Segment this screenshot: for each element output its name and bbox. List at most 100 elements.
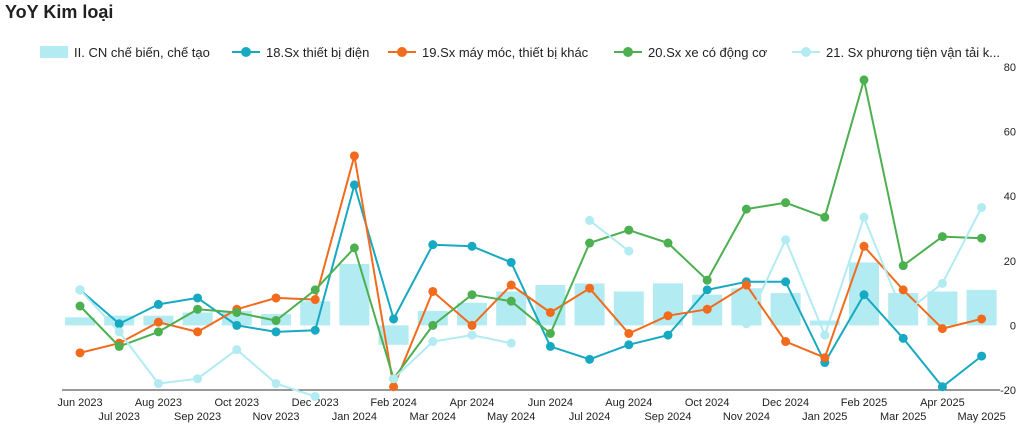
x-tick-label: Jun 2023	[57, 397, 102, 409]
chart-legend: II. CN chế biến, chế tạo 18.Sx thiết bị …	[40, 42, 1000, 62]
data-point	[153, 327, 163, 337]
bar	[927, 291, 958, 326]
data-point	[585, 238, 595, 248]
y-tick-label: 80	[1004, 62, 1016, 74]
data-point	[977, 351, 987, 361]
data-point	[781, 198, 791, 208]
y-tick-label: 20	[1004, 256, 1016, 268]
data-point	[271, 293, 281, 303]
data-point	[428, 240, 438, 250]
data-point	[428, 337, 438, 347]
data-point	[859, 75, 869, 85]
data-point	[977, 233, 987, 243]
data-point	[937, 324, 947, 334]
series-line	[79, 78, 982, 380]
data-point	[741, 280, 751, 290]
legend-swatch-vehicles	[614, 46, 642, 58]
data-point	[114, 327, 124, 337]
series-line	[79, 183, 983, 388]
bar	[300, 301, 331, 326]
x-tick-label: Nov 2023	[252, 411, 299, 423]
data-point	[585, 283, 595, 293]
data-point	[585, 354, 595, 364]
data-point	[741, 319, 751, 329]
y-tick-label: 60	[1004, 127, 1016, 139]
data-point	[702, 285, 712, 295]
data-point	[781, 235, 791, 245]
bar	[809, 320, 840, 326]
x-tick-label: May 2024	[487, 411, 535, 423]
x-tick-label: Jan 2025	[802, 411, 847, 423]
x-tick-label: Jul 2023	[98, 411, 140, 423]
x-tick-label: Mar 2024	[410, 411, 456, 423]
data-point	[820, 330, 830, 340]
bar	[613, 291, 644, 326]
data-point	[193, 327, 203, 337]
data-point	[663, 311, 673, 321]
data-point	[349, 243, 359, 253]
data-point	[75, 348, 85, 358]
data-point	[820, 212, 830, 222]
x-tick-label: Dec 2023	[292, 397, 339, 409]
series-line	[79, 154, 982, 388]
data-point	[741, 204, 751, 214]
data-point	[349, 180, 359, 190]
x-tick-label: Oct 2024	[685, 397, 730, 409]
data-point	[624, 340, 634, 350]
x-tick-label: Nov 2024	[723, 411, 770, 423]
legend-label-vehicles: 20.Sx xe có động cơ	[648, 44, 768, 60]
data-point	[545, 341, 555, 351]
legend-label-electrical: 18.Sx thiết bị điện	[266, 44, 370, 60]
data-point	[193, 293, 203, 303]
data-point	[114, 341, 124, 351]
data-point	[898, 285, 908, 295]
data-point	[153, 379, 163, 389]
data-point	[467, 290, 477, 300]
data-point	[977, 314, 987, 324]
data-point	[506, 257, 516, 267]
data-point	[271, 379, 281, 389]
bar	[731, 288, 762, 326]
x-tick-label: Oct 2023	[214, 397, 259, 409]
x-tick-label: Apr 2025	[920, 397, 965, 409]
data-point	[506, 338, 516, 348]
data-point	[781, 337, 791, 347]
series-line	[588, 219, 630, 252]
legend-item-machinery[interactable]: 19.Sx máy móc, thiết bị khác	[388, 42, 588, 62]
data-point	[898, 333, 908, 343]
data-point	[232, 307, 242, 317]
data-point	[428, 286, 438, 296]
data-point	[663, 238, 673, 248]
x-tick-label: Aug 2024	[605, 397, 652, 409]
data-point	[75, 285, 85, 295]
data-point	[859, 290, 869, 300]
legend-swatch-transport	[792, 46, 820, 58]
legend-item-transport[interactable]: 21. Sx phương tiện vận tải k...	[792, 42, 1000, 62]
data-point	[271, 327, 281, 337]
data-point	[467, 241, 477, 251]
series-line	[392, 334, 512, 380]
x-tick-label: Sep 2023	[174, 411, 221, 423]
data-point	[624, 246, 634, 256]
legend-item-vehicles[interactable]: 20.Sx xe có động cơ	[614, 42, 767, 62]
data-point	[898, 309, 908, 319]
data-point	[859, 212, 869, 222]
bar	[339, 264, 370, 326]
x-tick-label: Mar 2025	[880, 411, 926, 423]
data-point	[859, 241, 869, 251]
legend-item-electrical[interactable]: 18.Sx thiết bị điện	[232, 42, 369, 62]
chart-title: YoY Kim loại	[5, 2, 114, 22]
legend-swatch-electrical	[232, 46, 260, 58]
data-point	[663, 330, 673, 340]
bar	[417, 310, 448, 326]
bar	[182, 312, 213, 326]
bar	[770, 293, 801, 326]
data-point	[310, 325, 320, 335]
x-tick-label: Jun 2024	[528, 397, 573, 409]
data-point	[389, 382, 399, 392]
data-point	[506, 280, 516, 290]
data-point	[624, 328, 634, 338]
x-tick-label: Apr 2024	[450, 397, 495, 409]
legend-item-processing[interactable]: II. CN chế biến, chế tạo	[40, 42, 210, 62]
